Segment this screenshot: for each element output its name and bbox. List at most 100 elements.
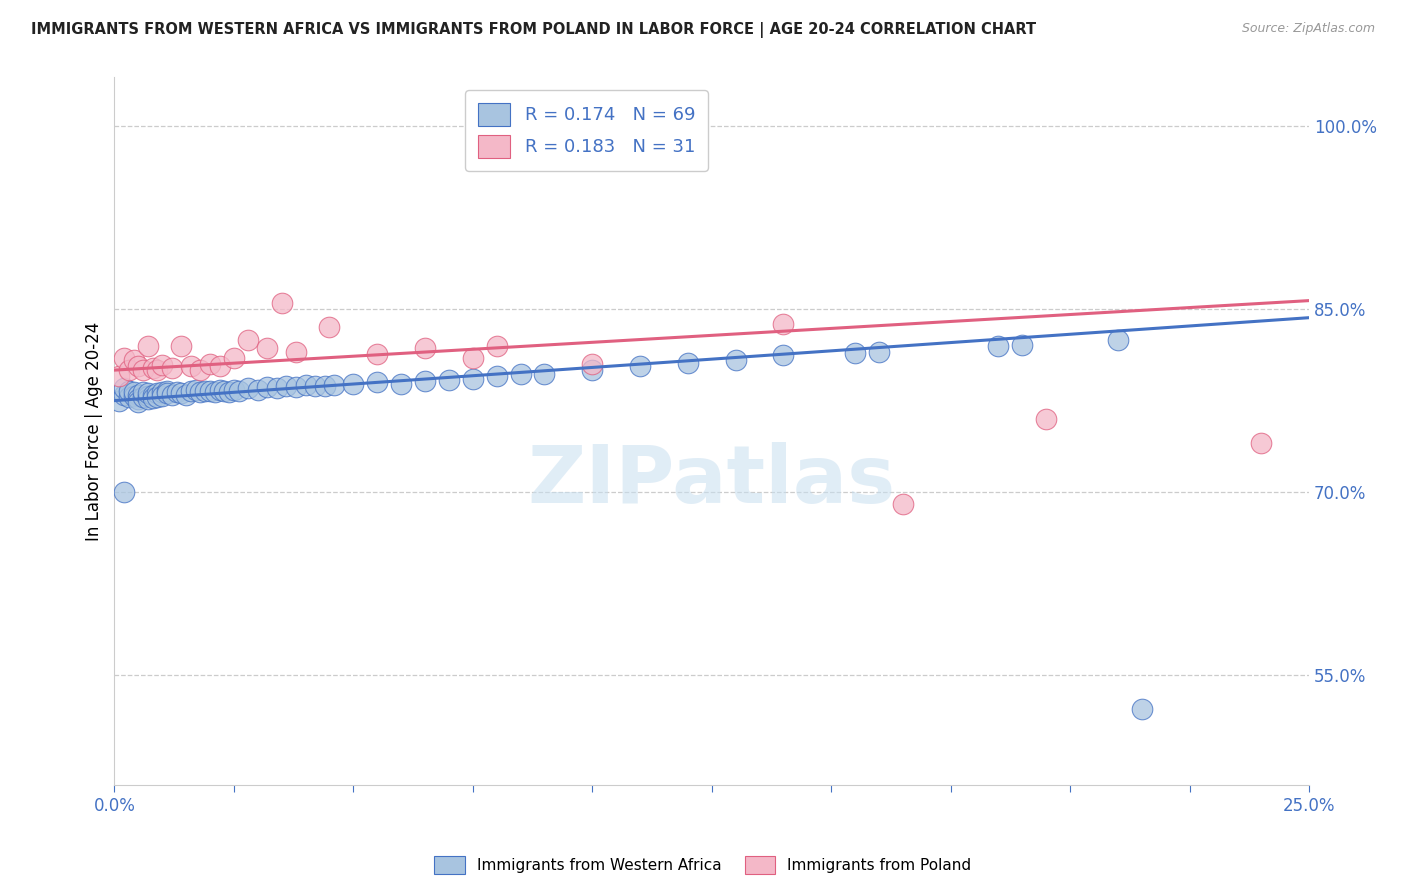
- Point: [285, 344, 308, 359]
- Point: [146, 390, 169, 404]
- Point: [285, 380, 308, 394]
- Point: [150, 385, 173, 400]
- Point: [190, 363, 212, 377]
- Point: [108, 369, 131, 384]
- Text: ZIPatlas: ZIPatlas: [527, 442, 896, 520]
- Point: [118, 390, 141, 404]
- Point: [533, 367, 555, 381]
- Point: [276, 379, 298, 393]
- Point: [180, 384, 202, 398]
- Point: [270, 296, 292, 310]
- Point: [184, 383, 207, 397]
- Point: [413, 341, 436, 355]
- Text: IMMIGRANTS FROM WESTERN AFRICA VS IMMIGRANTS FROM POLAND IN LABOR FORCE | AGE 20: IMMIGRANTS FROM WESTERN AFRICA VS IMMIGR…: [31, 22, 1036, 38]
- Point: [142, 360, 165, 375]
- Point: [208, 383, 231, 397]
- Point: [238, 333, 260, 347]
- Point: [509, 367, 531, 381]
- Point: [461, 351, 484, 365]
- Point: [150, 389, 173, 403]
- Point: [136, 339, 159, 353]
- Point: [198, 357, 221, 371]
- Point: [150, 358, 173, 372]
- Point: [222, 383, 245, 397]
- Point: [174, 387, 197, 401]
- Point: [122, 385, 145, 400]
- Point: [581, 357, 603, 371]
- Point: [118, 384, 141, 398]
- Point: [461, 372, 484, 386]
- Point: [323, 377, 346, 392]
- Point: [1107, 333, 1129, 347]
- Point: [142, 387, 165, 401]
- Point: [112, 387, 135, 401]
- Point: [772, 317, 794, 331]
- Point: [127, 392, 149, 407]
- Point: [136, 389, 159, 403]
- Point: [366, 376, 388, 390]
- Legend: R = 0.174   N = 69, R = 0.183   N = 31: R = 0.174 N = 69, R = 0.183 N = 31: [465, 90, 707, 170]
- Point: [724, 353, 747, 368]
- Point: [256, 341, 278, 355]
- Point: [256, 380, 278, 394]
- Point: [1250, 436, 1272, 450]
- Point: [1011, 337, 1033, 351]
- Legend: Immigrants from Western Africa, Immigrants from Poland: Immigrants from Western Africa, Immigran…: [429, 850, 977, 880]
- Point: [170, 339, 193, 353]
- Point: [118, 363, 141, 377]
- Point: [891, 497, 914, 511]
- Point: [485, 369, 508, 384]
- Point: [160, 360, 183, 375]
- Text: Source: ZipAtlas.com: Source: ZipAtlas.com: [1241, 22, 1375, 36]
- Point: [304, 379, 326, 393]
- Point: [437, 373, 460, 387]
- Point: [112, 485, 135, 500]
- Point: [180, 359, 202, 374]
- Point: [142, 391, 165, 405]
- Point: [136, 386, 159, 401]
- Point: [844, 346, 866, 360]
- Point: [581, 363, 603, 377]
- Point: [628, 359, 651, 374]
- Point: [228, 384, 250, 398]
- Point: [485, 339, 508, 353]
- Point: [127, 387, 149, 401]
- Point: [132, 385, 155, 400]
- Point: [218, 385, 240, 400]
- Point: [413, 374, 436, 388]
- Point: [122, 389, 145, 403]
- Point: [146, 363, 169, 377]
- Point: [366, 347, 388, 361]
- Point: [122, 353, 145, 368]
- Point: [170, 386, 193, 401]
- Point: [208, 359, 231, 374]
- Point: [204, 385, 226, 400]
- Point: [190, 385, 212, 400]
- Point: [318, 320, 340, 334]
- Point: [868, 344, 890, 359]
- Point: [238, 381, 260, 395]
- Point: [127, 394, 149, 409]
- Point: [108, 393, 131, 408]
- Y-axis label: In Labor Force | Age 20-24: In Labor Force | Age 20-24: [86, 321, 103, 541]
- Point: [127, 359, 149, 374]
- Point: [198, 384, 221, 398]
- Point: [389, 376, 412, 391]
- Point: [1035, 412, 1057, 426]
- Point: [156, 384, 179, 398]
- Point: [112, 381, 135, 395]
- Point: [132, 390, 155, 404]
- Point: [246, 383, 269, 397]
- Point: [156, 386, 179, 401]
- Point: [1130, 702, 1153, 716]
- Point: [222, 351, 245, 365]
- Point: [266, 381, 288, 395]
- Point: [214, 384, 236, 398]
- Point: [314, 379, 336, 393]
- Point: [160, 387, 183, 401]
- Point: [676, 356, 699, 370]
- Point: [166, 385, 188, 400]
- Point: [132, 363, 155, 377]
- Point: [112, 351, 135, 365]
- Point: [772, 349, 794, 363]
